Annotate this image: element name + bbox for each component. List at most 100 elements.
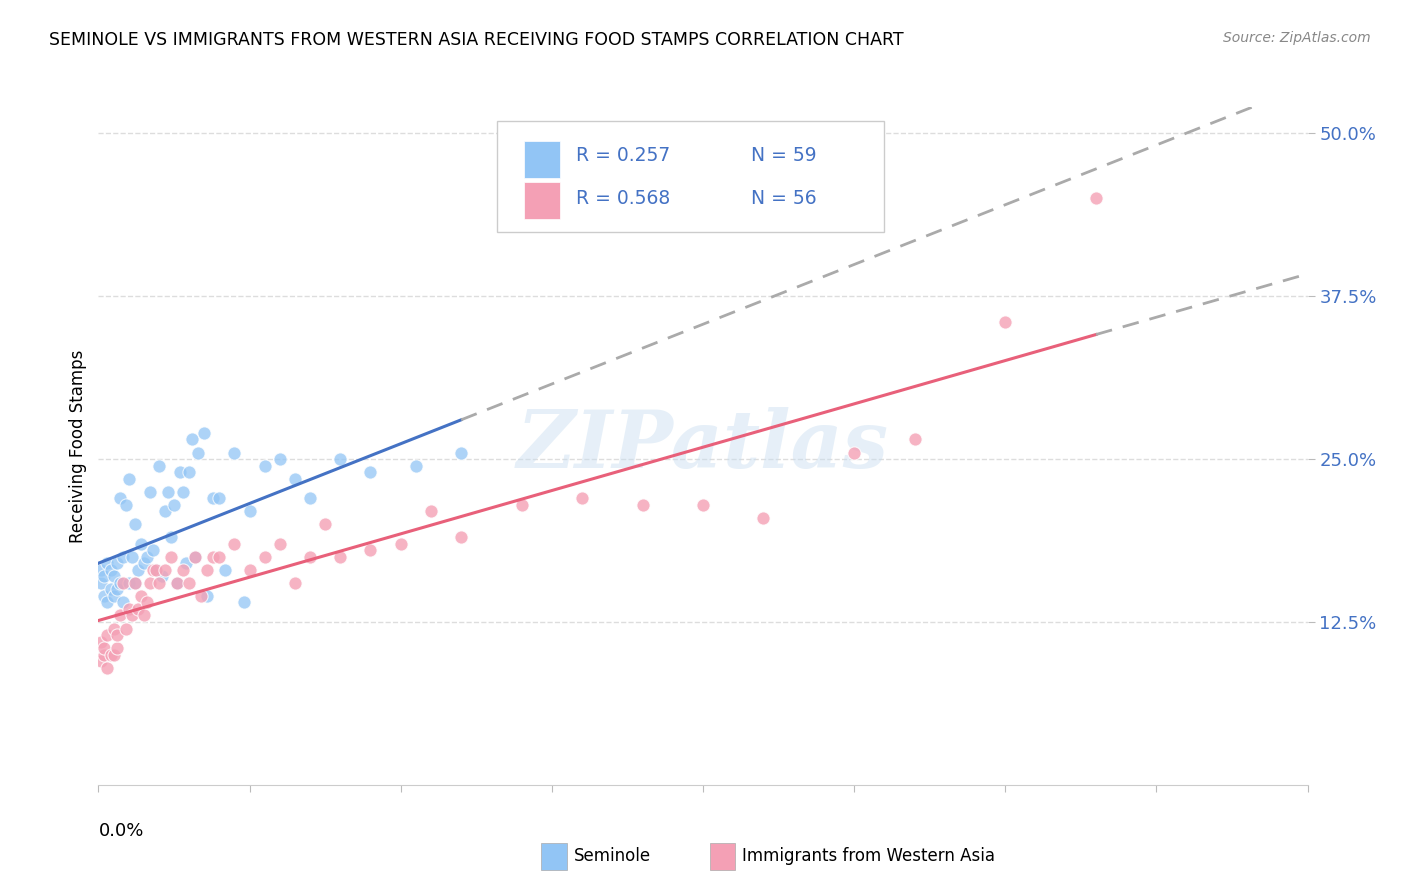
Text: ZIPatlas: ZIPatlas — [517, 408, 889, 484]
Point — [118, 472, 141, 486]
Point — [148, 575, 170, 590]
Point — [299, 549, 322, 564]
Point — [166, 575, 188, 590]
Point — [124, 517, 146, 532]
Point — [904, 433, 927, 447]
Point — [510, 498, 533, 512]
Bar — [524, 182, 561, 219]
Point — [105, 628, 128, 642]
Point — [208, 549, 231, 564]
Point — [93, 648, 115, 662]
Point — [124, 575, 146, 590]
Point — [153, 563, 176, 577]
Point — [193, 425, 215, 440]
Point — [195, 563, 218, 577]
Point — [420, 504, 443, 518]
Point — [360, 465, 382, 479]
Point — [239, 563, 262, 577]
Point — [135, 549, 157, 564]
Text: N = 56: N = 56 — [751, 189, 817, 208]
Point — [105, 557, 128, 571]
Point — [269, 452, 291, 467]
Point — [253, 458, 276, 473]
Point — [172, 484, 194, 499]
Point — [195, 589, 218, 603]
Point — [169, 465, 191, 479]
Point — [184, 549, 207, 564]
Point — [103, 569, 125, 583]
Point — [93, 569, 115, 583]
Point — [135, 595, 157, 609]
Text: Seminole: Seminole — [574, 847, 651, 865]
Point — [284, 575, 307, 590]
Point — [174, 557, 197, 571]
Text: SEMINOLE VS IMMIGRANTS FROM WESTERN ASIA RECEIVING FOOD STAMPS CORRELATION CHART: SEMINOLE VS IMMIGRANTS FROM WESTERN ASIA… — [49, 31, 904, 49]
Point — [450, 445, 472, 459]
Point — [118, 602, 141, 616]
Point — [190, 589, 212, 603]
Point — [1085, 191, 1108, 205]
Point — [405, 458, 427, 473]
Point — [214, 563, 236, 577]
Point — [145, 563, 167, 577]
Point — [360, 543, 382, 558]
Point — [111, 549, 134, 564]
Text: Immigrants from Western Asia: Immigrants from Western Asia — [742, 847, 995, 865]
Point — [153, 504, 176, 518]
Point — [329, 452, 352, 467]
Point — [132, 608, 155, 623]
Point — [111, 595, 134, 609]
Point — [124, 575, 146, 590]
Point — [179, 575, 201, 590]
Point — [269, 537, 291, 551]
Point — [105, 641, 128, 656]
Point — [148, 458, 170, 473]
Point — [100, 582, 122, 597]
Point — [108, 608, 131, 623]
Point — [96, 660, 118, 674]
Point — [172, 563, 194, 577]
Point — [160, 549, 183, 564]
Point — [145, 563, 167, 577]
Point — [239, 504, 262, 518]
Point — [118, 575, 141, 590]
Point — [111, 575, 134, 590]
Point — [105, 582, 128, 597]
Point — [299, 491, 322, 505]
Point — [103, 622, 125, 636]
Point — [166, 575, 188, 590]
Point — [314, 517, 336, 532]
Point — [129, 537, 152, 551]
Point — [184, 549, 207, 564]
Point — [100, 563, 122, 577]
Point — [93, 589, 115, 603]
Point — [208, 491, 231, 505]
Point — [121, 608, 143, 623]
Point — [96, 557, 118, 571]
Point — [103, 589, 125, 603]
Point — [224, 445, 246, 459]
Point — [121, 549, 143, 564]
Point — [202, 549, 225, 564]
Text: R = 0.257: R = 0.257 — [576, 146, 671, 165]
Point — [844, 445, 866, 459]
Point — [103, 648, 125, 662]
Point — [139, 575, 162, 590]
FancyBboxPatch shape — [498, 120, 884, 233]
Point — [132, 557, 155, 571]
Point — [108, 575, 131, 590]
Point — [150, 569, 173, 583]
Point — [571, 491, 593, 505]
Point — [163, 498, 186, 512]
Point — [114, 498, 136, 512]
Point — [93, 641, 115, 656]
Point — [389, 537, 412, 551]
Point — [108, 491, 131, 505]
Point — [692, 498, 714, 512]
Point — [96, 595, 118, 609]
Point — [90, 575, 112, 590]
Text: R = 0.568: R = 0.568 — [576, 189, 671, 208]
Bar — [524, 141, 561, 178]
Point — [329, 549, 352, 564]
Point — [224, 537, 246, 551]
